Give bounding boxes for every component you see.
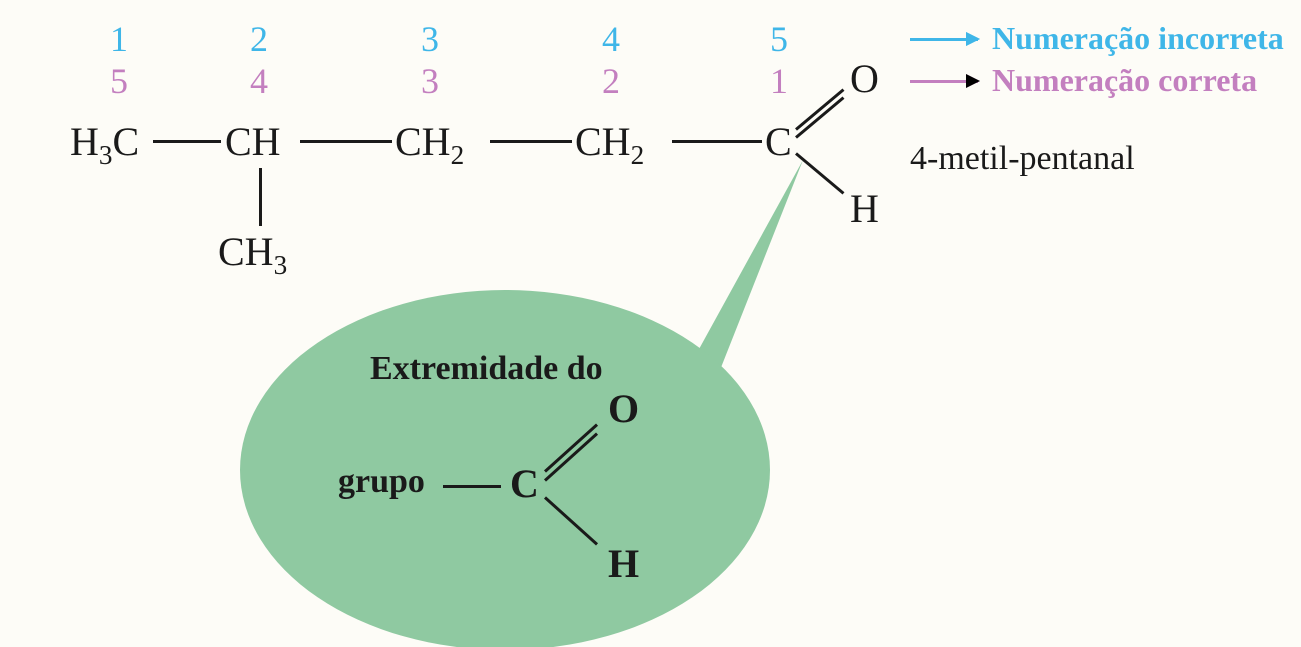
- correct-number: 5: [110, 60, 128, 102]
- incorrect-number: 3: [421, 18, 439, 60]
- correct-number: 2: [602, 60, 620, 102]
- incorrect-number: 5: [770, 18, 788, 60]
- atom-c2: CH: [225, 118, 281, 165]
- atom-c5: C: [765, 118, 792, 165]
- bubble-bond-ch: [544, 496, 598, 545]
- bubble-title: Extremidade do: [370, 350, 603, 388]
- correct-number: 4: [250, 60, 268, 102]
- atom-c1: H3C: [70, 118, 139, 165]
- bubble-atom-h: H: [608, 540, 639, 587]
- correct-number: 1: [770, 60, 788, 102]
- bubble-bond-double-0: [544, 423, 598, 472]
- arrow-correct: [910, 80, 978, 83]
- bond-double-co-0: [795, 88, 844, 130]
- bond-ch: [795, 152, 844, 194]
- bubble-bond-h: [443, 485, 501, 488]
- bubble-atom-o: O: [608, 385, 639, 432]
- bond-double-co-1: [795, 96, 844, 138]
- legend-incorrect: Numeração incorreta: [992, 20, 1284, 57]
- incorrect-number: 1: [110, 18, 128, 60]
- incorrect-number: 4: [602, 18, 620, 60]
- atom-c4: CH2: [575, 118, 644, 165]
- atom-branch: CH3: [218, 228, 287, 275]
- atom-o: O: [850, 55, 879, 102]
- bond-h-2: [490, 140, 572, 143]
- bubble-grupo-label: grupo: [338, 463, 425, 501]
- atom-h: H: [850, 185, 879, 232]
- bubble-bond-double-1: [544, 432, 598, 481]
- bond-h-1: [300, 140, 392, 143]
- atom-c3: CH2: [395, 118, 464, 165]
- bond-h-0: [153, 140, 221, 143]
- bond-branch: [259, 168, 262, 226]
- incorrect-number: 2: [250, 18, 268, 60]
- arrow-incorrect: [910, 38, 978, 41]
- legend-correct: Numeração correta: [992, 62, 1257, 99]
- bond-h-3: [672, 140, 762, 143]
- correct-number: 3: [421, 60, 439, 102]
- compound-name: 4-metil-pentanal: [910, 140, 1135, 178]
- bubble-atom-c: C: [510, 460, 539, 507]
